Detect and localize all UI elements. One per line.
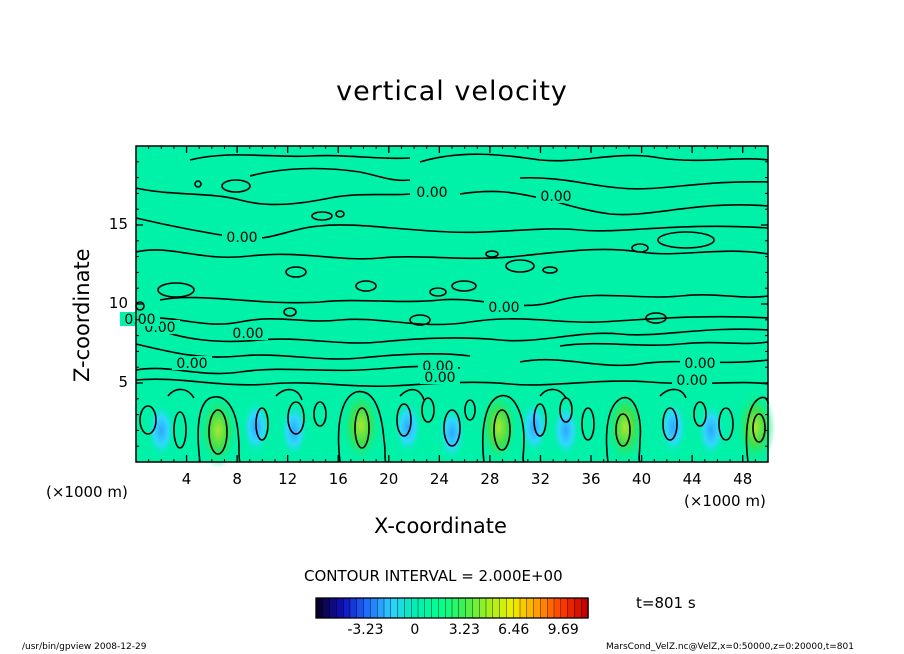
contour-label-2: 0.00 <box>226 230 257 246</box>
x-tick-label-48: 48 <box>733 470 753 488</box>
colorbar-segment <box>479 597 487 619</box>
x-axis-label: X-coordinate <box>374 514 507 538</box>
colorbar-segment <box>513 597 521 619</box>
x-tick-label-24: 24 <box>429 470 449 488</box>
colorbar-segment <box>349 597 358 619</box>
colorbar-segment <box>526 597 535 619</box>
updraft-core-3 <box>605 389 646 466</box>
y-tick-label-15: 15 <box>108 215 128 233</box>
x-tick-label-32: 32 <box>530 470 551 488</box>
x-tick-label-16: 16 <box>328 470 348 488</box>
colorbar-segment <box>567 597 576 619</box>
colorbar-segment <box>411 597 419 619</box>
updraft-core-1 <box>340 387 381 464</box>
colorbar-segment <box>315 597 324 619</box>
colorbar-tick-label-3: 6.46 <box>498 622 530 638</box>
colorbar-segment <box>540 597 548 619</box>
colorbar-segment <box>458 597 467 619</box>
colorbar-segment <box>431 597 440 619</box>
time-label: t=801 s <box>636 594 696 612</box>
x-tick-label-4: 4 <box>181 470 192 488</box>
y-tick-label-5: 5 <box>118 373 128 391</box>
x-tick-label-44: 44 <box>682 470 702 488</box>
x-axis-unit-left: (×1000 m) <box>46 483 128 501</box>
colorbar-segment <box>445 597 453 619</box>
contour-label-5: 0.00 <box>232 326 263 342</box>
colorbar-tick-label-1: 0 <box>410 622 420 638</box>
colorbar-segment <box>356 597 365 619</box>
colorbar-segment <box>343 597 351 619</box>
contour-label-6: 0.00 <box>176 356 207 372</box>
colorbar-segment <box>329 597 338 619</box>
x-tick-label-20: 20 <box>379 470 399 488</box>
updraft-core-0 <box>198 392 239 469</box>
x-tick-label-28: 28 <box>480 470 500 488</box>
colorbar-segment <box>485 597 494 619</box>
downdraft-region-4 <box>438 405 466 462</box>
chart-title: vertical velocity <box>336 76 568 107</box>
colorbar-segment <box>492 597 501 619</box>
contour-label-11: 0.00 <box>124 312 155 328</box>
colorbar-segment <box>465 597 474 619</box>
colorbar-segment <box>451 597 460 619</box>
colorbar-segment <box>519 597 528 619</box>
colorbar-tick-label-0: -3.23 <box>347 622 384 638</box>
colorbar-segment <box>547 597 555 619</box>
colorbar-segment <box>377 597 385 619</box>
footer-source: MarsCond_VelZ.nc@VelZ,x=0:50000,z=0:2000… <box>606 642 854 652</box>
x-axis-unit-right: (×1000 m) <box>684 492 766 510</box>
colorbar-segment <box>370 597 378 619</box>
x-tick-label-8: 8 <box>232 470 242 488</box>
colorbar-segment <box>533 597 542 619</box>
colorbar-segment <box>560 597 569 619</box>
contour-label-10: 0.00 <box>676 373 707 389</box>
y-axis-label: Z-coordinate <box>70 248 94 382</box>
colorbar-segment <box>363 597 372 619</box>
x-tick-label-12: 12 <box>278 470 298 488</box>
colorbar-segment <box>438 597 446 619</box>
colorbar-segment <box>417 597 426 619</box>
colorbar-segment <box>553 597 562 619</box>
colorbar-segment <box>574 597 582 619</box>
colorbar-tick-label-2: 3.23 <box>448 622 480 638</box>
colorbar-segment <box>322 597 331 619</box>
downdraft-region-8 <box>697 402 726 459</box>
downdraft-region-0 <box>147 402 176 459</box>
colorbar-segment <box>390 597 399 619</box>
colorbar-segment <box>383 597 392 619</box>
downdraft-region-6 <box>551 402 580 459</box>
y-tick-label-10: 10 <box>108 294 128 312</box>
colorbar-segment <box>404 597 412 619</box>
colorbar-segment <box>506 597 514 619</box>
downdraft-region-2 <box>280 402 308 459</box>
colorbar-segment <box>499 597 508 619</box>
footer-command: /usr/bin/gpview 2008-12-29 <box>22 642 147 652</box>
colorbar-segment <box>336 597 344 619</box>
contour-label-1: 0.00 <box>540 189 571 205</box>
downdraft-region-3 <box>393 399 422 456</box>
x-tick-label-40: 40 <box>632 470 652 488</box>
contour-label-8: 0.00 <box>424 370 455 386</box>
contour-label-0: 0.00 <box>416 185 447 201</box>
colorbar-segment <box>397 597 406 619</box>
contour-label-3: 0.00 <box>488 300 519 316</box>
colorbar-segment <box>424 597 433 619</box>
downdraft-region-7 <box>659 399 688 456</box>
contour-interval-label: CONTOUR INTERVAL = 2.000E+00 <box>304 567 563 585</box>
contour-label-9: 0.00 <box>684 356 715 372</box>
colorbar-segment <box>472 597 480 619</box>
x-tick-label-36: 36 <box>581 470 601 488</box>
colorbar-tick-label-4: 9.69 <box>547 622 579 638</box>
colorbar-frame <box>315 597 589 619</box>
